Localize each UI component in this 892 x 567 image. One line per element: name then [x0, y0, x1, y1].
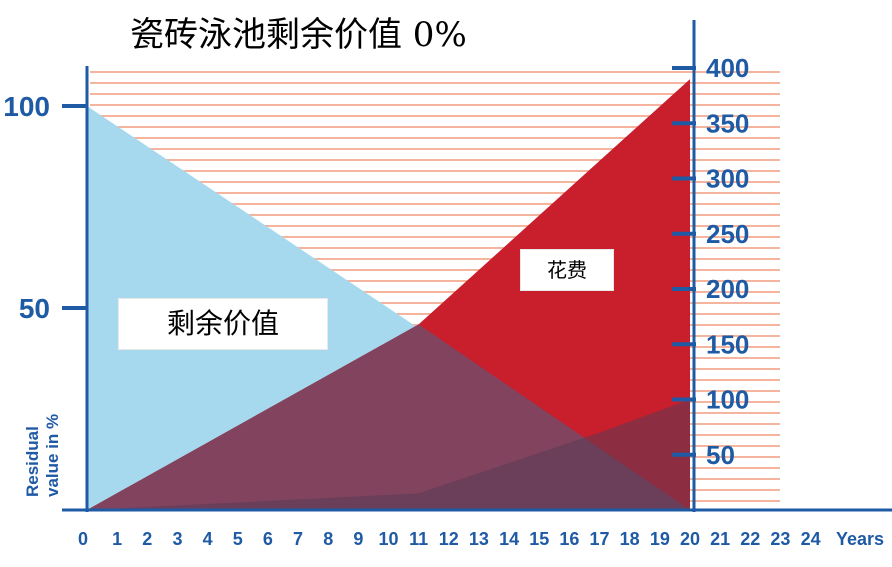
x-tick-label: 17 [590, 529, 610, 549]
x-tick-label: 16 [559, 529, 579, 549]
x-tick-label: 22 [740, 529, 760, 549]
x-tick-label: 19 [650, 529, 670, 549]
x-axis-unit-label: Years [836, 529, 884, 549]
left-tick-label: 100 [3, 91, 50, 122]
right-tick-label: 200 [706, 274, 749, 304]
x-tick-label: 11 [409, 529, 428, 549]
secondary-cost-area [87, 399, 690, 510]
y-axis-label-line1: Residual [23, 426, 42, 497]
x-tick-label: 0 [78, 529, 88, 549]
y-axis-label-line2: value in % [43, 414, 62, 497]
x-tick-label: 4 [203, 529, 213, 549]
x-tick-label: 6 [263, 529, 273, 549]
x-tick-label: 1 [112, 529, 122, 549]
right-tick-label: 400 [706, 53, 749, 83]
x-tick-label: 3 [172, 529, 182, 549]
right-tick-label: 300 [706, 164, 749, 194]
x-tick-label: 5 [233, 529, 243, 549]
x-tick-label: 21 [710, 529, 730, 549]
x-tick-label: 9 [353, 529, 363, 549]
x-tick-label: 13 [469, 529, 489, 549]
right-tick-label: 350 [706, 108, 749, 138]
x-tick-label: 15 [529, 529, 549, 549]
x-tick-label: 18 [620, 529, 640, 549]
x-tick-label: 23 [770, 529, 790, 549]
x-tick-label: 2 [142, 529, 152, 549]
x-tick-label: 24 [801, 529, 821, 549]
x-tick-label: 10 [378, 529, 398, 549]
chart-areas [87, 79, 690, 510]
chart-title: 瓷砖泳池剩余价值 0% [130, 15, 467, 55]
x-tick-label: 20 [680, 529, 700, 549]
cost-label: 花费 [520, 249, 614, 291]
right-tick-label: 100 [706, 385, 749, 415]
x-tick-label: 12 [439, 529, 459, 549]
right-tick-label: 50 [706, 440, 735, 470]
right-tick-label: 250 [706, 219, 749, 249]
chart-axes [62, 20, 892, 512]
x-tick-label: 7 [293, 529, 303, 549]
left-tick-label: 50 [19, 293, 50, 324]
cost-area [87, 79, 690, 510]
right-tick-label: 150 [706, 329, 749, 359]
residual-value-label: 剩余价值 [118, 298, 328, 350]
x-tick-label: 8 [323, 529, 333, 549]
x-tick-label: 14 [499, 529, 519, 549]
